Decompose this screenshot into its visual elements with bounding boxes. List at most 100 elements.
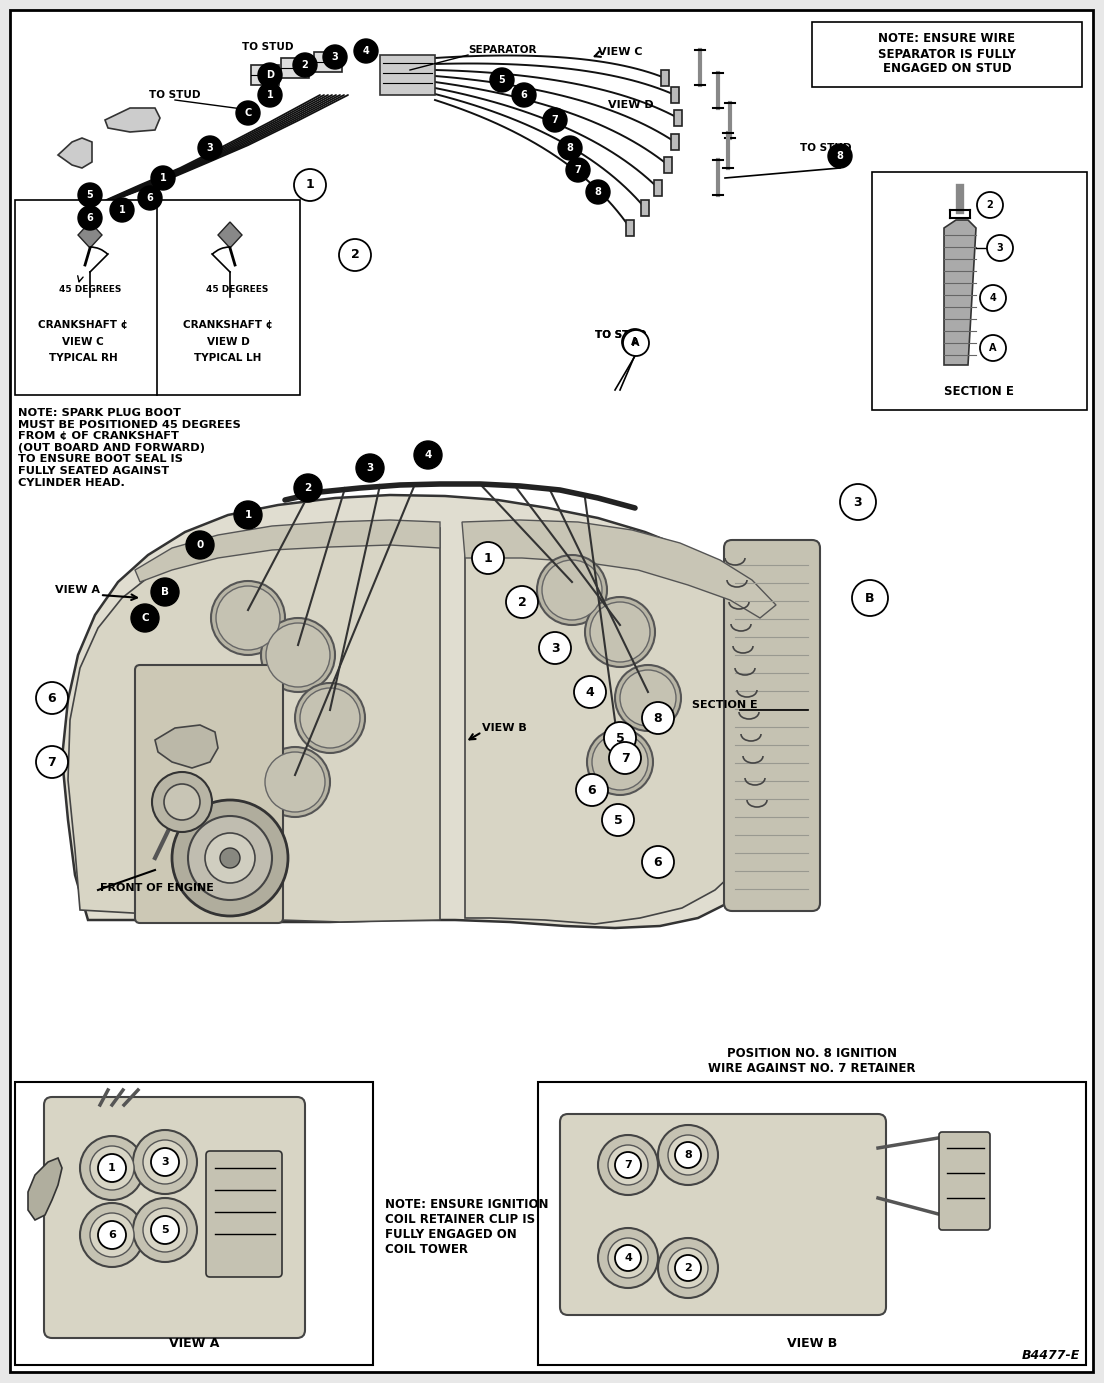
Text: 2: 2: [684, 1263, 692, 1272]
Circle shape: [164, 784, 200, 820]
Circle shape: [198, 136, 222, 160]
Circle shape: [658, 1238, 718, 1299]
Circle shape: [828, 144, 852, 167]
Text: B: B: [161, 586, 169, 597]
Text: 6: 6: [47, 692, 56, 704]
Text: 7: 7: [552, 115, 559, 124]
Circle shape: [980, 335, 1006, 361]
Bar: [538, 1082, 1086, 1365]
Text: 2: 2: [987, 201, 994, 210]
Text: 7: 7: [47, 755, 56, 769]
Circle shape: [668, 1247, 708, 1288]
Circle shape: [261, 747, 330, 817]
Text: VIEW D: VIEW D: [206, 337, 250, 347]
Circle shape: [91, 1147, 134, 1189]
Text: 1: 1: [160, 173, 167, 183]
Text: SEPARATOR: SEPARATOR: [468, 46, 537, 55]
Circle shape: [506, 586, 538, 618]
Circle shape: [987, 235, 1013, 261]
Text: SECTION E: SECTION E: [692, 700, 757, 709]
Circle shape: [265, 752, 325, 812]
Circle shape: [354, 39, 378, 64]
Text: 2: 2: [351, 249, 360, 261]
Text: 1: 1: [484, 552, 492, 564]
Text: TO STUD: TO STUD: [595, 331, 647, 340]
Text: 7: 7: [574, 165, 582, 176]
Circle shape: [675, 1254, 701, 1281]
Text: 8: 8: [684, 1151, 692, 1160]
Text: 6: 6: [147, 194, 153, 203]
Circle shape: [151, 578, 179, 606]
Text: 1: 1: [306, 178, 315, 191]
Text: VIEW A: VIEW A: [55, 585, 100, 595]
Text: 5: 5: [499, 75, 506, 84]
Text: 8: 8: [566, 142, 573, 154]
Circle shape: [220, 848, 240, 869]
Circle shape: [980, 285, 1006, 311]
Circle shape: [266, 622, 330, 687]
Text: 6: 6: [587, 784, 596, 797]
Bar: [15, 201, 300, 396]
Circle shape: [592, 734, 648, 790]
Text: 4: 4: [362, 46, 370, 55]
Text: TO STUD: TO STUD: [242, 41, 294, 53]
Circle shape: [604, 722, 636, 754]
Circle shape: [91, 1213, 134, 1257]
Text: 8: 8: [654, 711, 662, 725]
Text: VIEW C: VIEW C: [598, 47, 643, 57]
Circle shape: [323, 46, 347, 69]
Text: TO STUD: TO STUD: [149, 90, 201, 100]
Bar: [282, 58, 309, 77]
FancyBboxPatch shape: [44, 1097, 305, 1337]
Polygon shape: [59, 138, 92, 167]
Circle shape: [576, 774, 608, 806]
Circle shape: [574, 676, 606, 708]
Circle shape: [79, 1135, 144, 1200]
Bar: [15, 1082, 373, 1365]
Circle shape: [293, 53, 317, 77]
Circle shape: [840, 484, 875, 520]
Circle shape: [598, 1228, 658, 1288]
Text: CRANKSHAFT ¢: CRANKSHAFT ¢: [38, 319, 128, 331]
Polygon shape: [68, 526, 440, 922]
Circle shape: [543, 108, 567, 131]
Text: 3: 3: [367, 463, 373, 473]
Circle shape: [132, 1130, 197, 1194]
Circle shape: [675, 1142, 701, 1169]
Bar: [661, 71, 669, 86]
Text: TO STUD: TO STUD: [595, 331, 647, 340]
Text: 8: 8: [595, 187, 602, 196]
Text: TO STUD: TO STUD: [800, 142, 851, 154]
Text: 1: 1: [267, 90, 274, 100]
Circle shape: [852, 579, 888, 615]
Text: 6: 6: [108, 1229, 116, 1241]
Circle shape: [36, 745, 68, 779]
Text: POSITION NO. 8 IGNITION
WIRE AGAINST NO. 7 RETAINER: POSITION NO. 8 IGNITION WIRE AGAINST NO.…: [709, 1047, 915, 1075]
Text: 4: 4: [585, 686, 594, 698]
Text: 4: 4: [424, 449, 432, 461]
Circle shape: [185, 531, 214, 559]
Text: 3: 3: [206, 142, 213, 154]
Circle shape: [151, 1148, 179, 1176]
Circle shape: [151, 166, 176, 189]
FancyBboxPatch shape: [135, 665, 283, 922]
Text: 5: 5: [86, 189, 94, 201]
FancyBboxPatch shape: [940, 1133, 990, 1229]
Polygon shape: [217, 223, 242, 248]
Text: 6: 6: [521, 90, 528, 100]
Circle shape: [622, 329, 648, 355]
Text: 7: 7: [624, 1160, 631, 1170]
Circle shape: [294, 169, 326, 201]
Text: A: A: [989, 343, 997, 353]
Polygon shape: [155, 725, 217, 768]
Text: VIEW A: VIEW A: [169, 1337, 220, 1350]
Text: FRONT OF ENGINE: FRONT OF ENGINE: [100, 882, 214, 893]
Text: 4: 4: [989, 293, 997, 303]
Circle shape: [977, 192, 1004, 219]
Text: 2: 2: [305, 483, 311, 492]
Circle shape: [188, 816, 272, 900]
Polygon shape: [78, 223, 102, 248]
Text: 45 DEGREES: 45 DEGREES: [59, 285, 121, 295]
Text: CRANKSHAFT ¢: CRANKSHAFT ¢: [183, 319, 273, 331]
Bar: [675, 111, 682, 126]
